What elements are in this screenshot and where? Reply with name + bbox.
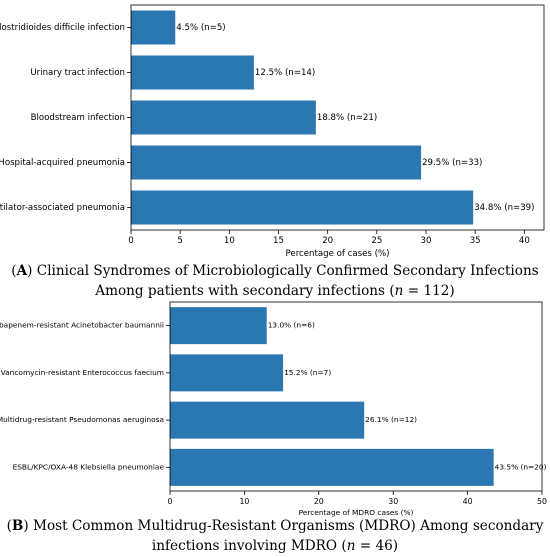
chart-b-xtick-label: 0 — [168, 497, 173, 506]
chart-b: ESBL/KPC/OXA-48 Klebsiella pneumoniae 43.… — [0, 301, 547, 517]
chart-b-category-label: Multidrug-resistant Pseudomonas aerugino… — [0, 415, 164, 424]
chart-a-category-label: Hospital-acquired pneumonia — [0, 158, 125, 168]
chart-a-data-label: 34.8% (n=39) — [474, 203, 534, 213]
chart-a-data-label: 18.8% (n=21) — [317, 113, 377, 123]
chart-a-xtick-label: 40 — [519, 236, 530, 246]
caption-a: (A) Clinical Syndromes of Microbiologica… — [11, 263, 539, 299]
caption-a-letter: A — [16, 263, 28, 279]
chart-b-xtick-label: 30 — [388, 497, 398, 506]
caption-b-n-var: n — [346, 538, 356, 554]
chart-b-category-label: Carbapenem-resistant Acinetobacter bauma… — [0, 321, 164, 330]
chart-a-data-label: 12.5% (n=14) — [255, 68, 315, 78]
chart-a-axes-frame — [130, 4, 545, 231]
chart-b-data-label: 15.2% (n=7) — [284, 368, 331, 377]
caption-b-text: Most Common Multidrug-Resistant Organism… — [33, 518, 544, 554]
chart-b-xtick-label: 10 — [239, 497, 249, 506]
chart-b-bar — [170, 307, 267, 345]
caption-b-letter: B — [11, 518, 24, 534]
chart-b-xtick-label: 50 — [537, 497, 547, 506]
chart-a-bar — [131, 100, 316, 135]
chart-b-data-label: 13.0% (n=6) — [268, 321, 315, 330]
chart-a-xtick-label: 0 — [128, 236, 133, 246]
chart-a-xtick-label: 25 — [371, 236, 382, 246]
caption-a-text: Clinical Syndromes of Microbiologically … — [36, 263, 539, 299]
chart-a-category-label: Bloodstream infection — [31, 113, 125, 123]
chart-b-x-axis-label: Percentage of MDRO cases (%) — [299, 508, 414, 517]
chart-a-data-label: 29.5% (n=33) — [422, 158, 482, 168]
chart-a-category-label: Urinary tract infection — [30, 68, 125, 78]
chart-b-xtick-label: 20 — [314, 497, 324, 506]
caption-b: (B) Most Common Multidrug-Resistant Orga… — [6, 518, 544, 554]
chart-a-category-label: Clostridioides difficile infection — [0, 23, 125, 33]
chart-a-bar — [131, 10, 176, 45]
caption-a-n-text: = 112) — [403, 283, 455, 299]
chart-a-data-label: 4.5% (n=5) — [176, 23, 225, 33]
chart-b-data-label: 43.5% (n=20) — [495, 462, 547, 471]
chart-a-category-label: Ventilator-associated pneumonia — [0, 203, 125, 213]
chart-b-bar — [170, 448, 494, 486]
chart-b-bar — [170, 401, 365, 439]
chart-a-bar — [131, 145, 422, 180]
chart-a-bar — [131, 190, 474, 225]
chart-b-bar — [170, 354, 284, 392]
chart-a-xtick-label: 30 — [421, 236, 432, 246]
caption-b-n-text: = 46) — [355, 538, 399, 554]
chart-b-data-label: 26.1% (n=12) — [365, 415, 417, 424]
chart-a: Ventilator-associated pneumonia 34.8% (n=… — [0, 4, 545, 259]
chart-a-xtick-label: 15 — [273, 236, 284, 246]
chart-a-xtick-label: 5 — [177, 236, 182, 246]
chart-b-category-label: ESBL/KPC/OXA-48 Klebsiella pneumoniae — [13, 462, 165, 471]
caption-a-n-var: n — [394, 283, 404, 299]
chart-a-x-axis-label: Percentage of cases (%) — [286, 249, 390, 259]
chart-b-axes-frame — [169, 301, 543, 492]
chart-a-xtick-label: 35 — [470, 236, 481, 246]
chart-a-xtick-label: 20 — [322, 236, 333, 246]
chart-a-xtick-label: 10 — [224, 236, 235, 246]
chart-b-xtick-label: 40 — [463, 497, 473, 506]
chart-b-category-label: Vancomycin-resistant Enterococcus faeciu… — [1, 368, 164, 377]
chart-a-bar — [131, 55, 254, 90]
